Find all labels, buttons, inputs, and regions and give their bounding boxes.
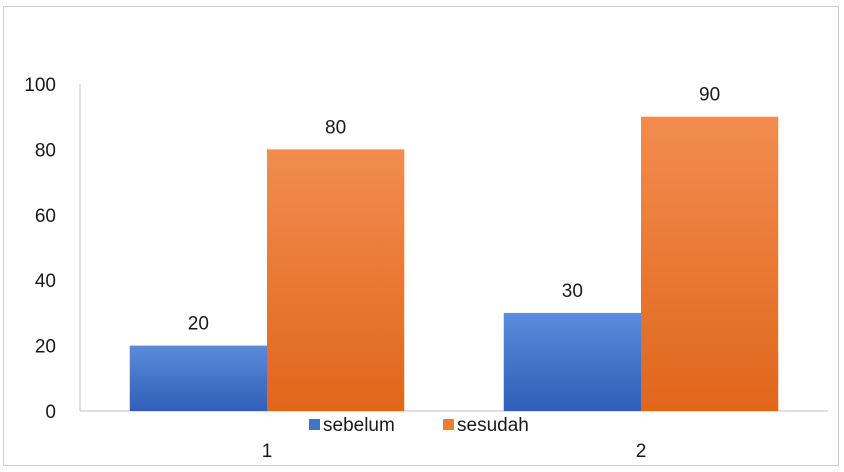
data-label-sesudah-1: 80: [325, 117, 346, 138]
x-tick-label-0: 1: [262, 441, 273, 462]
bar-sebelum-1: [129, 345, 267, 411]
x-tick-label-1: 2: [636, 441, 647, 462]
y-tick-label-1: 20: [35, 337, 56, 358]
bar-sesudah-1: [267, 149, 405, 411]
legend: sebelum sesudah: [309, 415, 529, 436]
data-label-sesudah-2: 90: [699, 85, 720, 106]
data-labels: 20 80 30 90: [188, 85, 720, 335]
y-tick-label-3: 60: [35, 206, 56, 227]
y-tick-label-4: 80: [35, 140, 56, 161]
legend-swatch-sesudah: [443, 419, 454, 430]
data-label-sebelum-2: 30: [562, 281, 583, 302]
bar-sebelum-2: [503, 312, 641, 411]
y-tick-label-2: 40: [35, 271, 56, 292]
legend-swatch-sebelum: [309, 419, 320, 430]
legend-label-sesudah: sesudah: [457, 415, 529, 436]
legend-label-sebelum: sebelum: [323, 415, 395, 436]
data-label-sebelum-1: 20: [188, 314, 209, 335]
y-tick-labels: 0 20 40 60 80 100: [24, 75, 56, 423]
y-tick-label-0: 0: [45, 402, 56, 423]
y-tick-label-5: 100: [24, 75, 56, 96]
bar-sesudah-2: [641, 116, 779, 411]
bars: [129, 116, 779, 411]
